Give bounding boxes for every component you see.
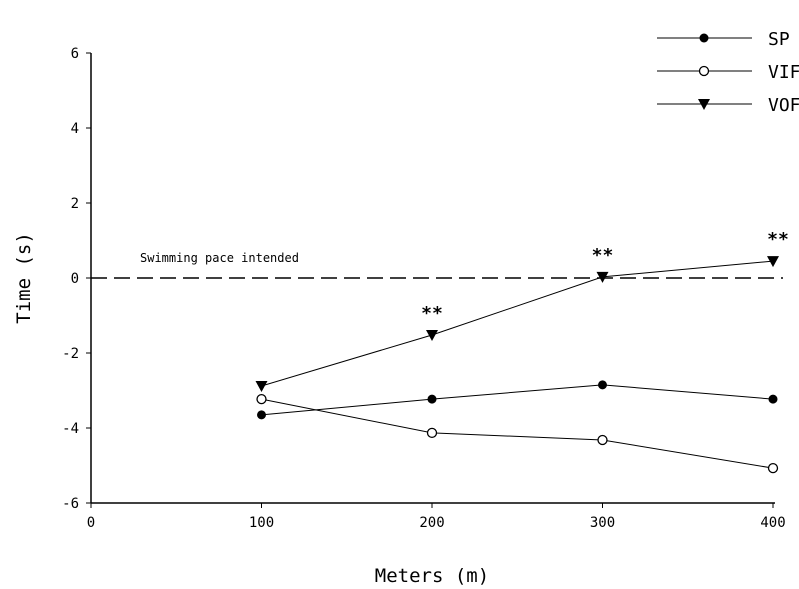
series-group [255,256,779,474]
data-point-sp [598,380,607,390]
series-line-vif [261,398,774,469]
significance-annotation: ** [767,229,789,250]
data-point-sp [768,394,778,404]
legend-marker [698,99,710,110]
data-point-vof [255,381,268,392]
y-tick-label: 2 [71,196,79,212]
legend-label: SP [768,29,790,50]
series-vif [256,393,779,474]
legend-marker [698,65,710,77]
legend-item-vof: VOF [657,95,799,116]
series-vof [255,256,779,392]
data-point-vif [256,393,267,405]
legend-item-vif: VIF [657,62,799,83]
reference-line-group: Swimming pace intended [91,251,783,279]
y-tick-label: 4 [71,121,79,137]
data-point-sp [427,394,437,404]
series-line-sp [261,384,774,416]
legend-item-sp: SP [657,29,790,50]
x-tick-label: 100 [249,515,274,531]
x-tick-label: 200 [419,515,444,531]
axes: -6 -4 -2 0 2 4 6 0 100 200 300 400 [62,46,786,531]
annotations: ** ** ** [421,229,789,324]
data-point-vof [596,271,609,283]
y-tick-label: -2 [62,346,79,362]
data-point-vif [597,434,608,446]
legend-label: VOF [768,95,799,116]
data-point-vof [767,256,779,268]
y-axis-label: Time (s) [13,232,35,324]
legend-label: VIF [768,62,799,83]
data-point-vif [767,462,779,474]
y-tick-label: 6 [71,46,79,62]
x-axis-label: Meters (m) [375,565,489,587]
significance-annotation: ** [592,245,614,266]
x-tick-label: 300 [590,515,615,531]
legend: SP VIF VOF [657,29,799,116]
data-point-vif [426,427,438,439]
series-sp [257,380,778,420]
series-line-vof [261,260,774,387]
significance-annotation: ** [421,303,443,324]
x-tick-label: 0 [87,515,95,531]
y-tick-label: -4 [62,421,79,437]
legend-marker [699,33,709,43]
reference-line-label: Swimming pace intended [140,251,299,265]
y-tick-label: -6 [62,496,79,512]
data-point-sp [257,410,266,420]
x-tick-label: 400 [760,515,785,531]
y-tick-label: 0 [71,271,79,287]
data-point-vof [426,330,438,341]
